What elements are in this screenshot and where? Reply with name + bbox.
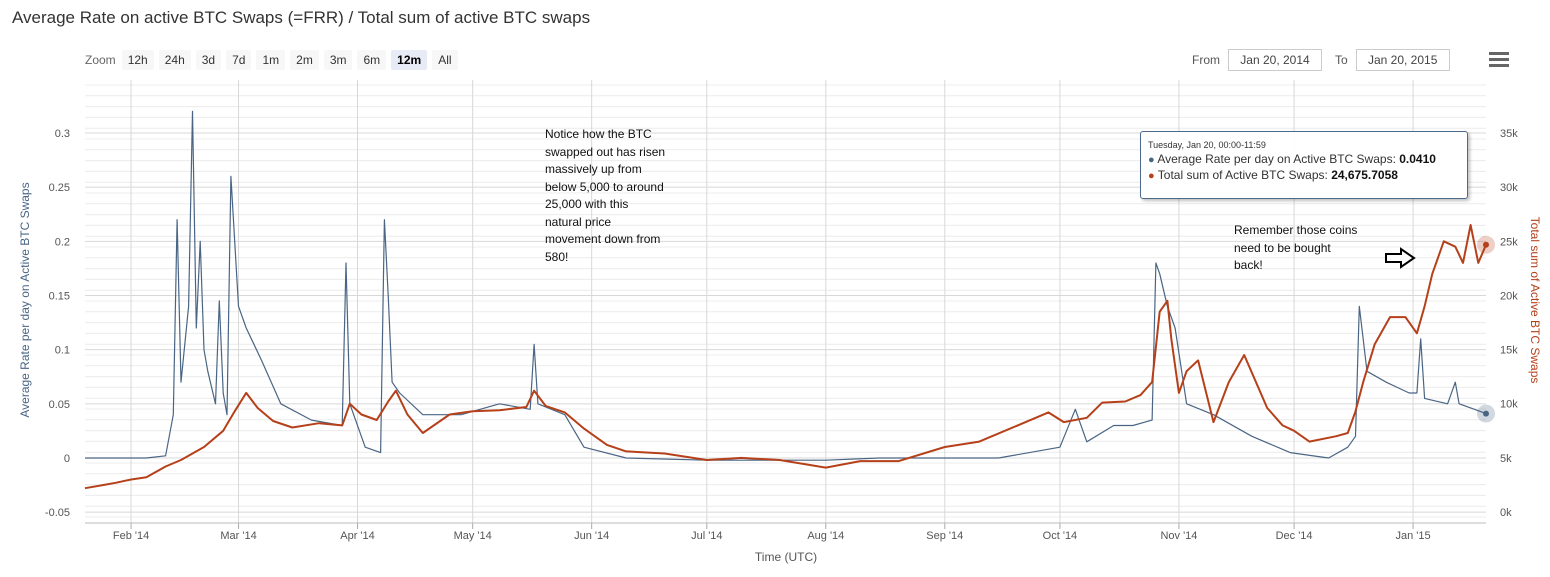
left-tick-label: 0 bbox=[64, 453, 70, 465]
left-tick-label: 0.25 bbox=[49, 182, 70, 194]
x-tick-label: Jun '14 bbox=[574, 530, 609, 542]
annotation-left: Notice how the BTC swapped out has risen… bbox=[545, 127, 666, 264]
annotation-right: Remember those coins need to be bought b… bbox=[1234, 223, 1358, 272]
right-tick-label: 20k bbox=[1500, 290, 1518, 302]
range-to-input[interactable]: Jan 20, 2015 bbox=[1355, 49, 1450, 71]
x-tick-label: Nov '14 bbox=[1160, 530, 1197, 542]
hamburger-icon bbox=[1489, 52, 1509, 55]
left-axis: -0.05 0 0.05 0.1 0.15 0.2 0.25 0.3 bbox=[45, 128, 70, 519]
right-tick-label: 35k bbox=[1500, 128, 1518, 140]
zoom-label: Zoom bbox=[85, 53, 116, 67]
x-axis: Feb '14 Mar '14 Apr '14 May '14 Jun '14 Jul '… bbox=[85, 522, 1486, 542]
zoom-button-24h[interactable]: 24h bbox=[158, 50, 191, 70]
chart-title: Average Rate on active BTC Swaps (=FRR) … bbox=[12, 8, 591, 27]
chart-menu-button[interactable] bbox=[1489, 52, 1509, 68]
zoom-button-12h[interactable]: 12h bbox=[121, 50, 154, 70]
zoom-button-7d[interactable]: 7d bbox=[226, 50, 252, 70]
zoom-button-2m[interactable]: 2m bbox=[290, 50, 319, 70]
zoom-button-12m[interactable]: 12m bbox=[391, 50, 428, 70]
tooltip: Tuesday, Jan 20, 00:00-11:59 ● Average R… bbox=[1140, 131, 1468, 199]
range-from-label: From bbox=[1192, 53, 1220, 67]
x-tick-label: Jul '14 bbox=[691, 530, 722, 542]
tooltip-header: Tuesday, Jan 20, 00:00-11:59 bbox=[1148, 140, 1266, 150]
left-tick-label: 0.15 bbox=[49, 291, 70, 303]
right-tick-label: 0k bbox=[1500, 507, 1512, 519]
zoom-button-1m[interactable]: 1m bbox=[256, 50, 286, 70]
x-axis-label: Time (UTC) bbox=[755, 550, 817, 564]
right-axis: 0k 5k 10k 15k 20k 25k 30k 35k bbox=[1500, 128, 1518, 519]
zoom-button-3m[interactable]: 3m bbox=[323, 50, 353, 70]
series-group bbox=[84, 110, 1495, 490]
zoom-button-all[interactable]: All bbox=[432, 50, 458, 70]
right-tick-label: 30k bbox=[1500, 182, 1518, 194]
zoom-button-3d[interactable]: 3d bbox=[195, 50, 222, 70]
x-tick-label: Apr '14 bbox=[340, 530, 375, 542]
left-tick-label: 0.1 bbox=[55, 345, 70, 357]
y-right-axis-label: Total sum of Active BTC Swaps bbox=[1528, 217, 1542, 384]
sum-dot-icon: ● bbox=[1148, 170, 1155, 182]
left-tick-label: -0.05 bbox=[45, 507, 70, 519]
x-tick-label: Feb '14 bbox=[113, 530, 149, 542]
left-tick-label: 0.3 bbox=[55, 128, 70, 140]
right-tick-label: 10k bbox=[1500, 399, 1518, 411]
x-tick-label: Jan '15 bbox=[1396, 530, 1431, 542]
range-from: From Jan 20, 2014 bbox=[1192, 49, 1322, 71]
range-to: To Jan 20, 2015 bbox=[1335, 49, 1450, 71]
sum-hover-point bbox=[1483, 241, 1489, 248]
tooltip-sum-row: ● Total sum of Active BTC Swaps: 24,675.… bbox=[1148, 168, 1398, 182]
right-tick-label: 25k bbox=[1500, 236, 1518, 248]
x-tick-label: Dec '14 bbox=[1276, 530, 1313, 542]
right-arrow-icon bbox=[1385, 247, 1416, 269]
y-left-axis-label: Average Rate per day on Active BTC Swaps bbox=[18, 182, 32, 417]
sum-series-line bbox=[84, 224, 1487, 490]
range-to-label: To bbox=[1335, 53, 1348, 67]
right-tick-label: 15k bbox=[1500, 345, 1518, 357]
rate-hover-point bbox=[1483, 410, 1489, 417]
zoom-bar: Zoom 12h 24h 3d 7d 1m 2m 3m 6m 12m All bbox=[85, 50, 463, 70]
x-tick-label: Oct '14 bbox=[1043, 530, 1078, 542]
right-tick-label: 5k bbox=[1500, 453, 1512, 465]
rate-dot-icon: ● bbox=[1148, 154, 1155, 166]
range-from-input[interactable]: Jan 20, 2014 bbox=[1228, 49, 1322, 71]
tooltip-rate-row: ● Average Rate per day on Active BTC Swa… bbox=[1148, 152, 1436, 166]
x-tick-label: May '14 bbox=[454, 530, 492, 542]
x-tick-label: Mar '14 bbox=[220, 530, 256, 542]
x-tick-label: Sep '14 bbox=[926, 530, 963, 542]
rate-series-line bbox=[85, 110, 1487, 461]
left-tick-label: 0.05 bbox=[49, 399, 70, 411]
left-tick-label: 0.2 bbox=[55, 236, 70, 248]
zoom-button-6m[interactable]: 6m bbox=[357, 50, 387, 70]
x-tick-label: Aug '14 bbox=[807, 530, 844, 542]
